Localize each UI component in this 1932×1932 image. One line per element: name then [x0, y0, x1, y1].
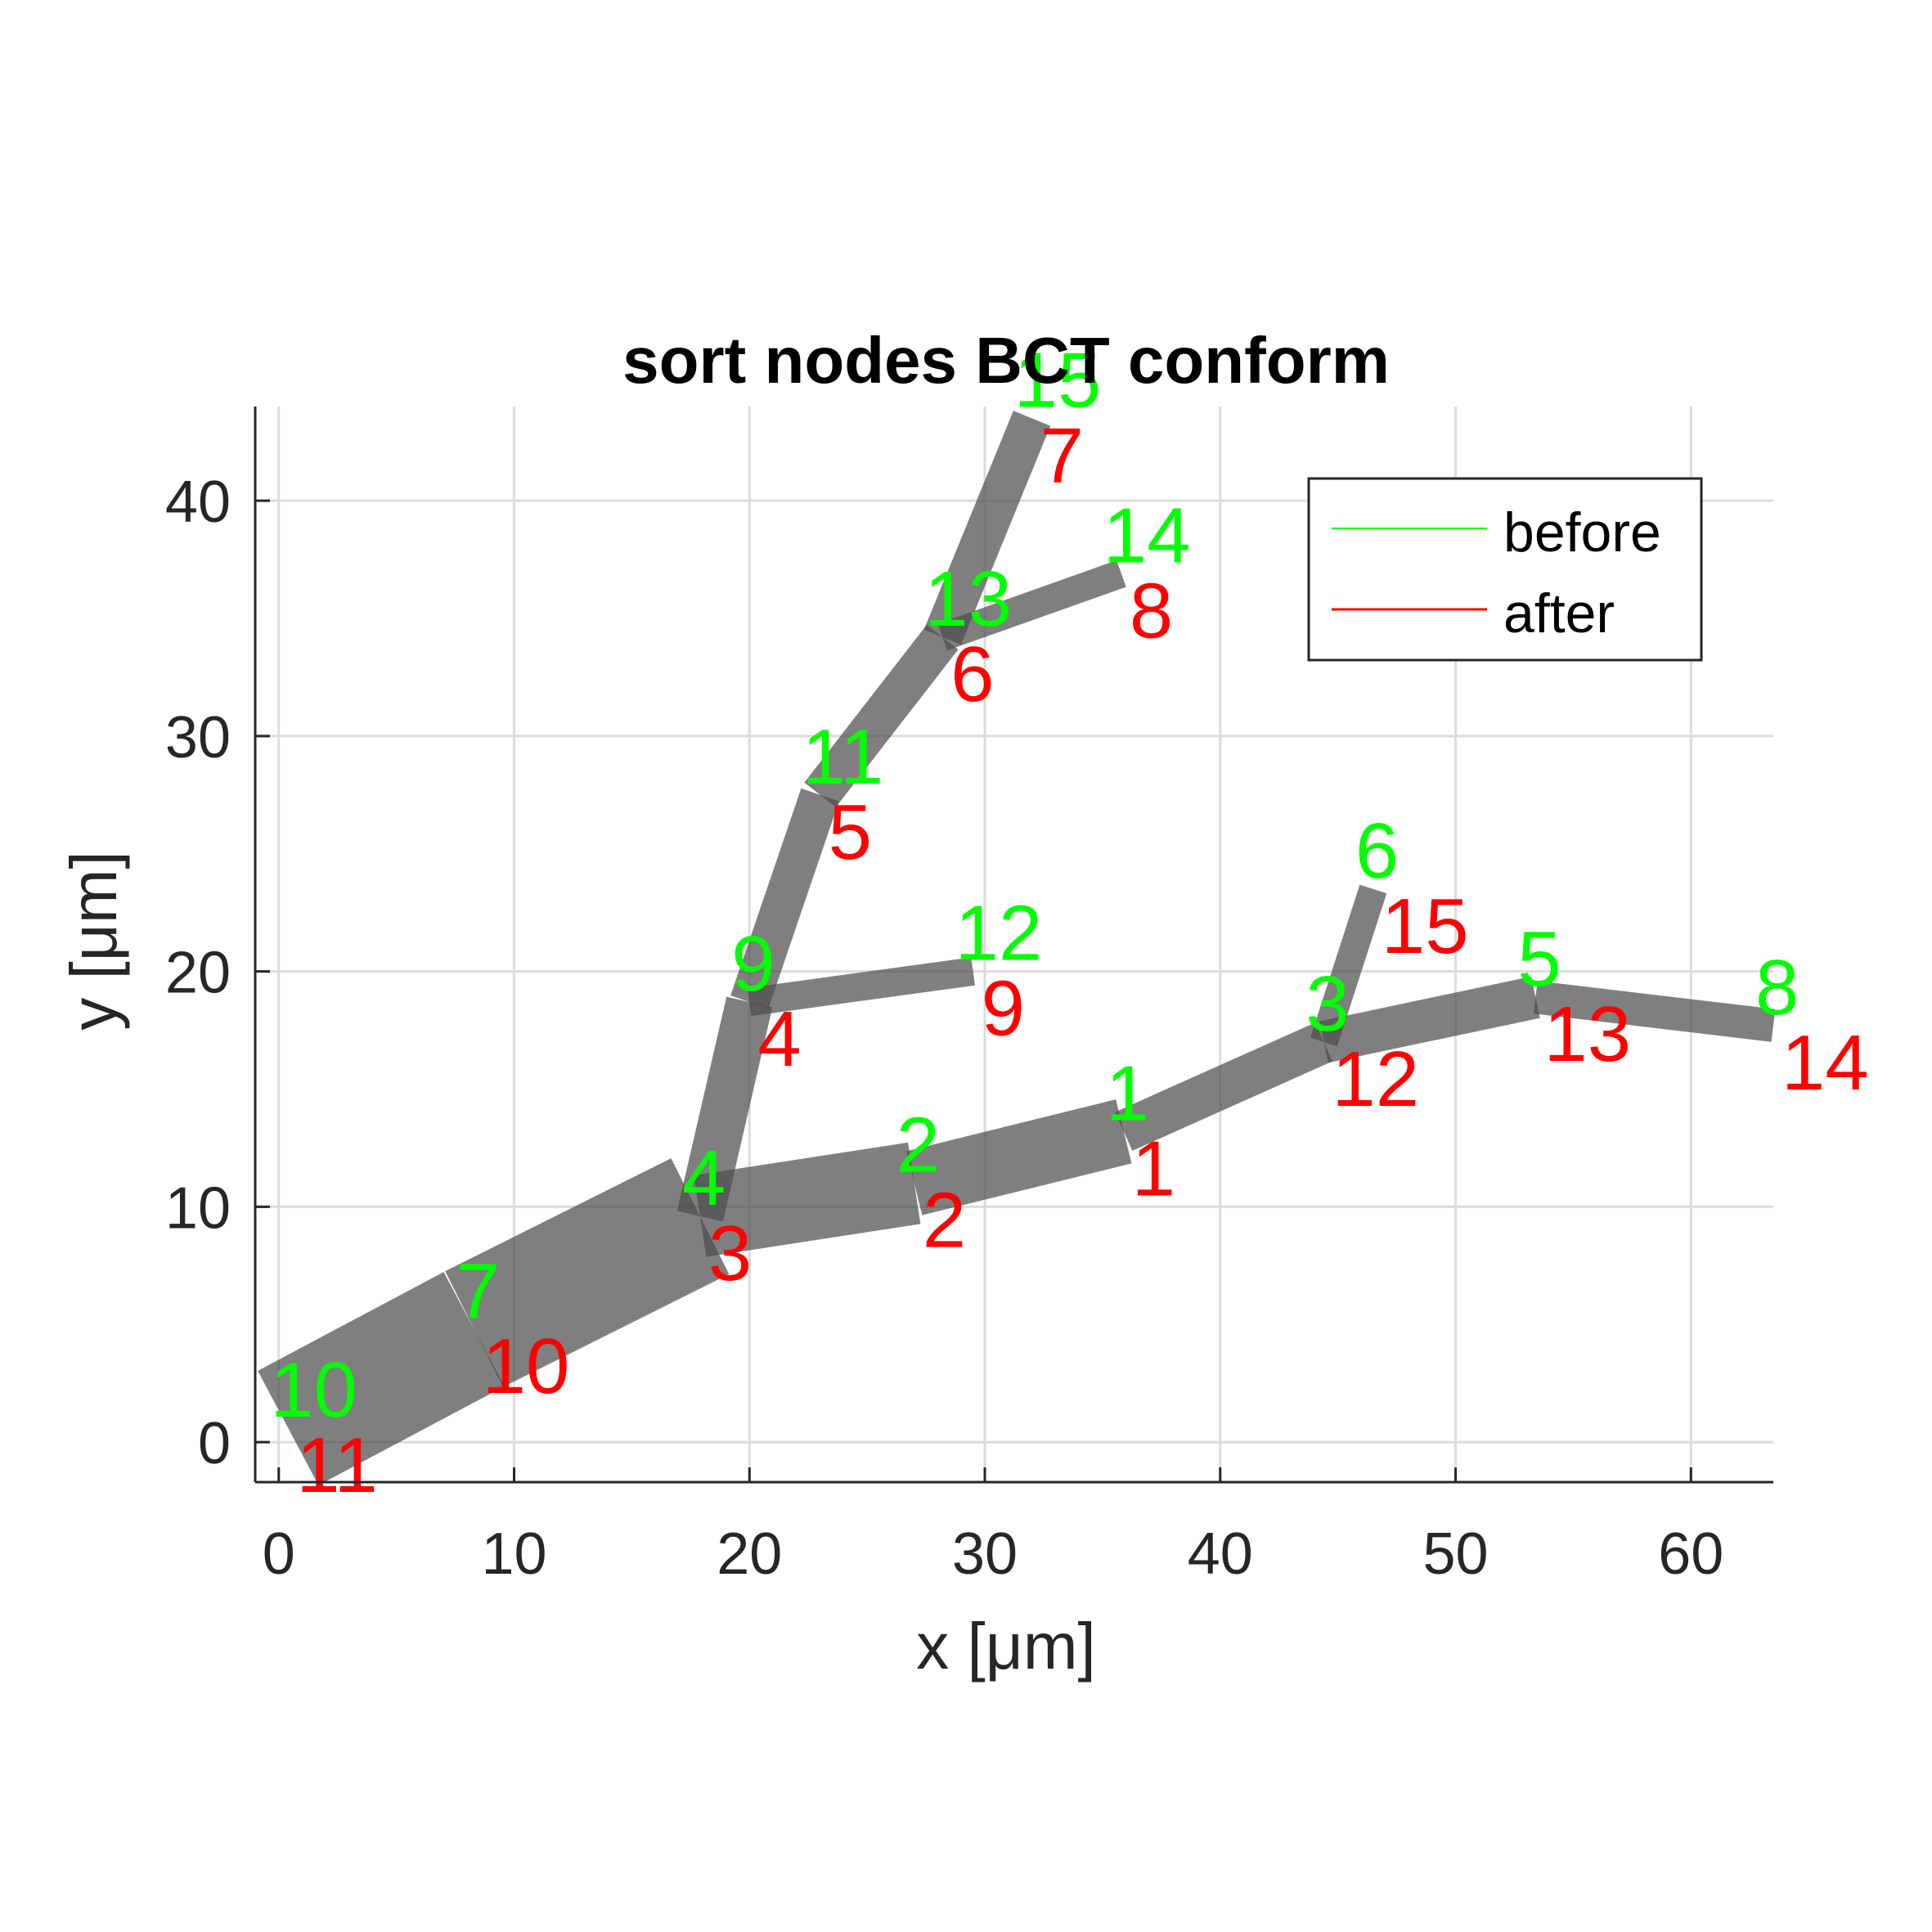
- x-tick-label-0: 0: [263, 1521, 295, 1587]
- x-tick-label-10: 10: [481, 1521, 546, 1587]
- legend-label-after: after: [1503, 582, 1615, 645]
- x-tick-label-50: 50: [1422, 1521, 1488, 1587]
- node-label-before-10: 10: [270, 1346, 357, 1434]
- node-label-before-1: 1: [1106, 1049, 1149, 1137]
- segment-7-4: [445, 1158, 730, 1387]
- node-label-after-13: 13: [1543, 991, 1631, 1078]
- node-label-before-3: 3: [1305, 960, 1349, 1048]
- node-label-after-12: 12: [1332, 1036, 1419, 1123]
- node-label-before-4: 4: [682, 1134, 726, 1222]
- x-tick-label-60: 60: [1658, 1521, 1723, 1587]
- node-label-before-14: 14: [1103, 492, 1191, 579]
- segment-3-5: [1319, 976, 1540, 1063]
- segment-13-14: [937, 560, 1126, 651]
- y-tick-label-10: 10: [165, 1175, 231, 1241]
- node-label-after-4: 4: [757, 995, 801, 1083]
- node-label-after-7: 7: [1040, 411, 1084, 499]
- node-label-after-6: 6: [950, 631, 994, 718]
- y-tick-label-20: 20: [165, 941, 231, 1006]
- node-label-before-6: 6: [1355, 807, 1399, 895]
- x-axis-label: x [μm]: [916, 1610, 1095, 1683]
- node-label-after-9: 9: [982, 965, 1025, 1053]
- node-label-after-14: 14: [1781, 1019, 1869, 1107]
- axes: 0 10 20 30 40 50 60 0 10 20 30 40: [165, 407, 1773, 1587]
- node-label-after-10: 10: [483, 1323, 570, 1410]
- node-label-before-15: 15: [1014, 336, 1102, 424]
- node-label-after-15: 15: [1382, 883, 1469, 970]
- legend-box: [1307, 477, 1703, 662]
- legend-label-before: before: [1503, 501, 1661, 564]
- legend: before after: [1307, 477, 1703, 662]
- x-tick-label-20: 20: [717, 1521, 782, 1587]
- x-tick-label-30: 30: [952, 1521, 1018, 1587]
- y-tick-label-30: 30: [165, 705, 231, 771]
- node-label-after-2: 2: [923, 1177, 966, 1265]
- segment-4-2: [694, 1142, 921, 1257]
- segment-3-6: [1310, 884, 1387, 1047]
- node-label-after-8: 8: [1130, 567, 1173, 654]
- y-tick-label-40: 40: [165, 470, 231, 535]
- segment-13-15: [923, 411, 1051, 645]
- segment-2-1: [906, 1099, 1132, 1215]
- segment-9-11: [730, 788, 839, 1009]
- x-tick-label-40: 40: [1188, 1521, 1253, 1587]
- node-label-before-11: 11: [802, 713, 884, 801]
- node-label-before-12: 12: [955, 890, 1043, 977]
- node-label-before-8: 8: [1755, 944, 1799, 1031]
- node-label-before-5: 5: [1517, 915, 1561, 1003]
- segment-9-12: [747, 957, 975, 1017]
- node-label-after-1: 1: [1132, 1125, 1175, 1212]
- segment-11-13: [804, 624, 959, 807]
- node-label-before-13: 13: [924, 555, 1012, 643]
- y-axis-label: y [μm]: [57, 851, 130, 1030]
- branch-segments: [258, 411, 1776, 1485]
- node-label-after-5: 5: [829, 789, 872, 876]
- node-label-before-7: 7: [456, 1247, 500, 1335]
- node-labels: 1122312435136157108149410111151291361481…: [270, 336, 1868, 1508]
- y-tick-label-0: 0: [198, 1411, 231, 1476]
- segment-4-9: [676, 996, 773, 1222]
- node-label-after-11: 11: [296, 1422, 378, 1509]
- node-label-after-3: 3: [708, 1210, 752, 1297]
- segment-5-8: [1533, 981, 1776, 1042]
- segment-10-7: [258, 1272, 505, 1485]
- segment-1-3: [1115, 1022, 1332, 1151]
- node-label-before-9: 9: [731, 920, 775, 1008]
- node-label-before-2: 2: [896, 1102, 940, 1189]
- chart-title: sort nodes BCT conform: [622, 324, 1390, 397]
